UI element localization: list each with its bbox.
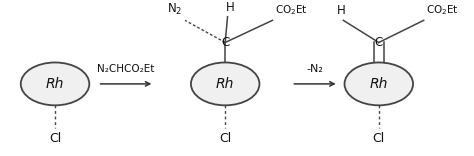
Text: Cl: Cl <box>49 132 61 145</box>
Text: $\mathregular{CO_2Et}$: $\mathregular{CO_2Et}$ <box>275 4 308 17</box>
Text: N₂CHCO₂Et: N₂CHCO₂Et <box>97 64 155 74</box>
Text: Rh: Rh <box>370 77 388 91</box>
Text: -N₂: -N₂ <box>307 64 323 74</box>
Text: C: C <box>221 36 229 49</box>
Text: H: H <box>337 5 346 17</box>
Text: Cl: Cl <box>373 132 385 145</box>
Text: Cl: Cl <box>219 132 231 145</box>
Text: Rh: Rh <box>46 77 64 91</box>
Text: $\mathregular{CO_2Et}$: $\mathregular{CO_2Et}$ <box>426 4 459 17</box>
Ellipse shape <box>21 62 89 105</box>
Text: H: H <box>226 1 234 14</box>
Ellipse shape <box>191 62 259 105</box>
Text: C: C <box>374 36 383 49</box>
Ellipse shape <box>345 62 413 105</box>
Text: $\mathregular{N_2}$: $\mathregular{N_2}$ <box>167 2 182 17</box>
Text: Rh: Rh <box>216 77 234 91</box>
